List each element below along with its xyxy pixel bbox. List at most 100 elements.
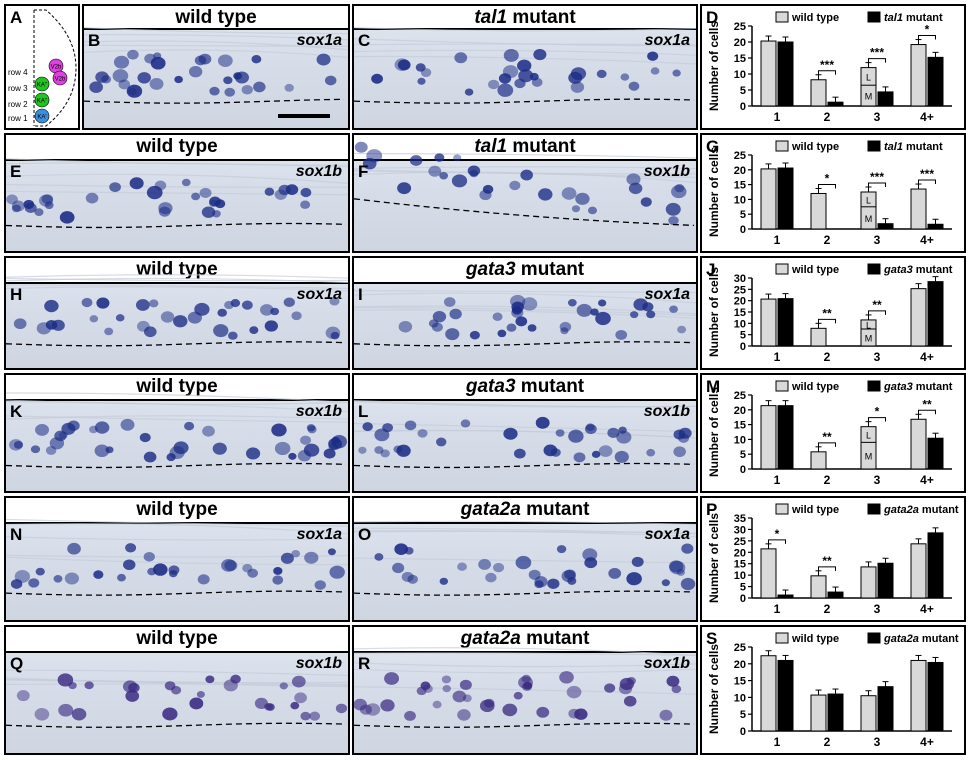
stained-cell [123,559,136,571]
bar-chart: 0 5 10 15 20 25 Number of cells 1 *** 2 LM *** 3 * 4+ w… [707,11,952,124]
y-axis-label: Number of cells [707,387,721,477]
mutant-gene-name: gata2a [460,628,521,649]
y-tick-label: 15 [734,53,746,65]
x-tick-label: 2 [824,602,831,616]
stained-cell [374,428,390,442]
schematic-cell [34,108,50,124]
stained-cell [631,556,644,567]
stained-cell [432,700,442,709]
stained-cell [272,575,284,585]
gene-label: sox1a [644,286,690,303]
panel-letter: J [706,260,716,279]
x-tick-label: 4+ [920,110,934,124]
stained-cell [149,299,159,308]
tissue-fibre [84,33,348,41]
wild-type-bar [810,79,827,107]
stained-cell [521,297,538,311]
stained-cell [212,442,227,455]
stained-cell [608,567,622,579]
dashed-boundary-line [354,590,695,596]
stained-cell [290,701,300,710]
stained-cell [291,311,302,321]
significance-stars: * [875,405,880,419]
stained-cell [112,69,129,83]
panel-letter: K [10,402,23,421]
stained-cell [217,308,227,317]
tissue-fibre [6,274,348,279]
mutant-bar [877,223,894,230]
tissue-fibre [6,415,348,423]
stained-cell [196,690,205,698]
mutant-bar [827,693,844,732]
stained-cell [534,580,544,589]
stained-cell [628,182,643,195]
stained-cell [623,695,637,707]
stained-cell [67,542,81,555]
legend-label-mutant: gata2a mutant [883,504,959,516]
stained-cell [51,319,65,331]
mutant-bar [777,594,794,599]
tissue-fibre [6,277,348,282]
wild-type-bar [810,192,827,230]
significance-bracket [918,35,936,40]
stained-cell [672,69,681,77]
stained-cell [153,563,168,576]
stained-cell [217,54,233,67]
legend-swatch-wild-type [775,632,789,644]
legend-label-wild-type: wild type [791,12,839,24]
chart-panel-j: 0 5 10 15 20 25 30 Number of cells 1 ** 2 L M ** 3 4+ wi… [700,256,966,370]
stained-cell [571,205,581,213]
stained-cell [49,437,65,450]
dashed-boundary-line [6,722,347,728]
legend-swatch-mutant [867,140,881,152]
stained-cell [6,194,18,205]
stained-cell [409,155,423,166]
wild-type-bar [910,288,927,347]
stained-cell [442,685,452,693]
y-tick-label: 15 [734,307,746,319]
mutant-bar [927,281,944,347]
stained-cell [587,206,598,215]
stained-cell [224,560,238,572]
stained-cell [139,432,151,443]
significance-bracket [768,539,786,544]
stained-cell [619,677,635,691]
stained-cell [570,81,585,93]
stained-cell [404,420,417,431]
wild-type-bar [810,327,827,347]
stained-cell [57,673,74,687]
x-tick-label: 3 [874,350,881,364]
x-tick-label: 2 [824,233,831,247]
y-tick-label: 5 [740,582,746,594]
significance-bracket [818,566,836,571]
tissue-fibre [6,158,348,166]
tissue-fibre [354,520,696,526]
significance-stars: *** [870,46,884,60]
title-strip: gata3 mutant [354,375,696,401]
stained-cell [96,297,110,309]
micrograph-image [354,26,696,104]
stained-cell [58,431,68,440]
y-tick-label: 5 [740,449,746,461]
significance-stars: * [775,527,780,541]
stained-cell [30,445,41,454]
micrograph-image [354,141,696,227]
tissue-fibre [354,668,696,674]
stained-cell [680,577,696,591]
stained-cell [101,75,112,84]
y-tick-label: 25 [734,536,746,548]
gene-label: sox1a [644,526,690,543]
stained-cell [401,571,414,583]
mutant-bar [777,298,794,347]
stained-cell [228,331,238,340]
stained-cell [285,184,299,195]
stained-cell [445,328,460,341]
stained-cell [404,710,416,721]
stained-cell [502,65,519,79]
schematic-cell [52,70,68,86]
legend-label-mutant: gata3 mutant [883,381,953,393]
stained-cell [434,153,445,162]
